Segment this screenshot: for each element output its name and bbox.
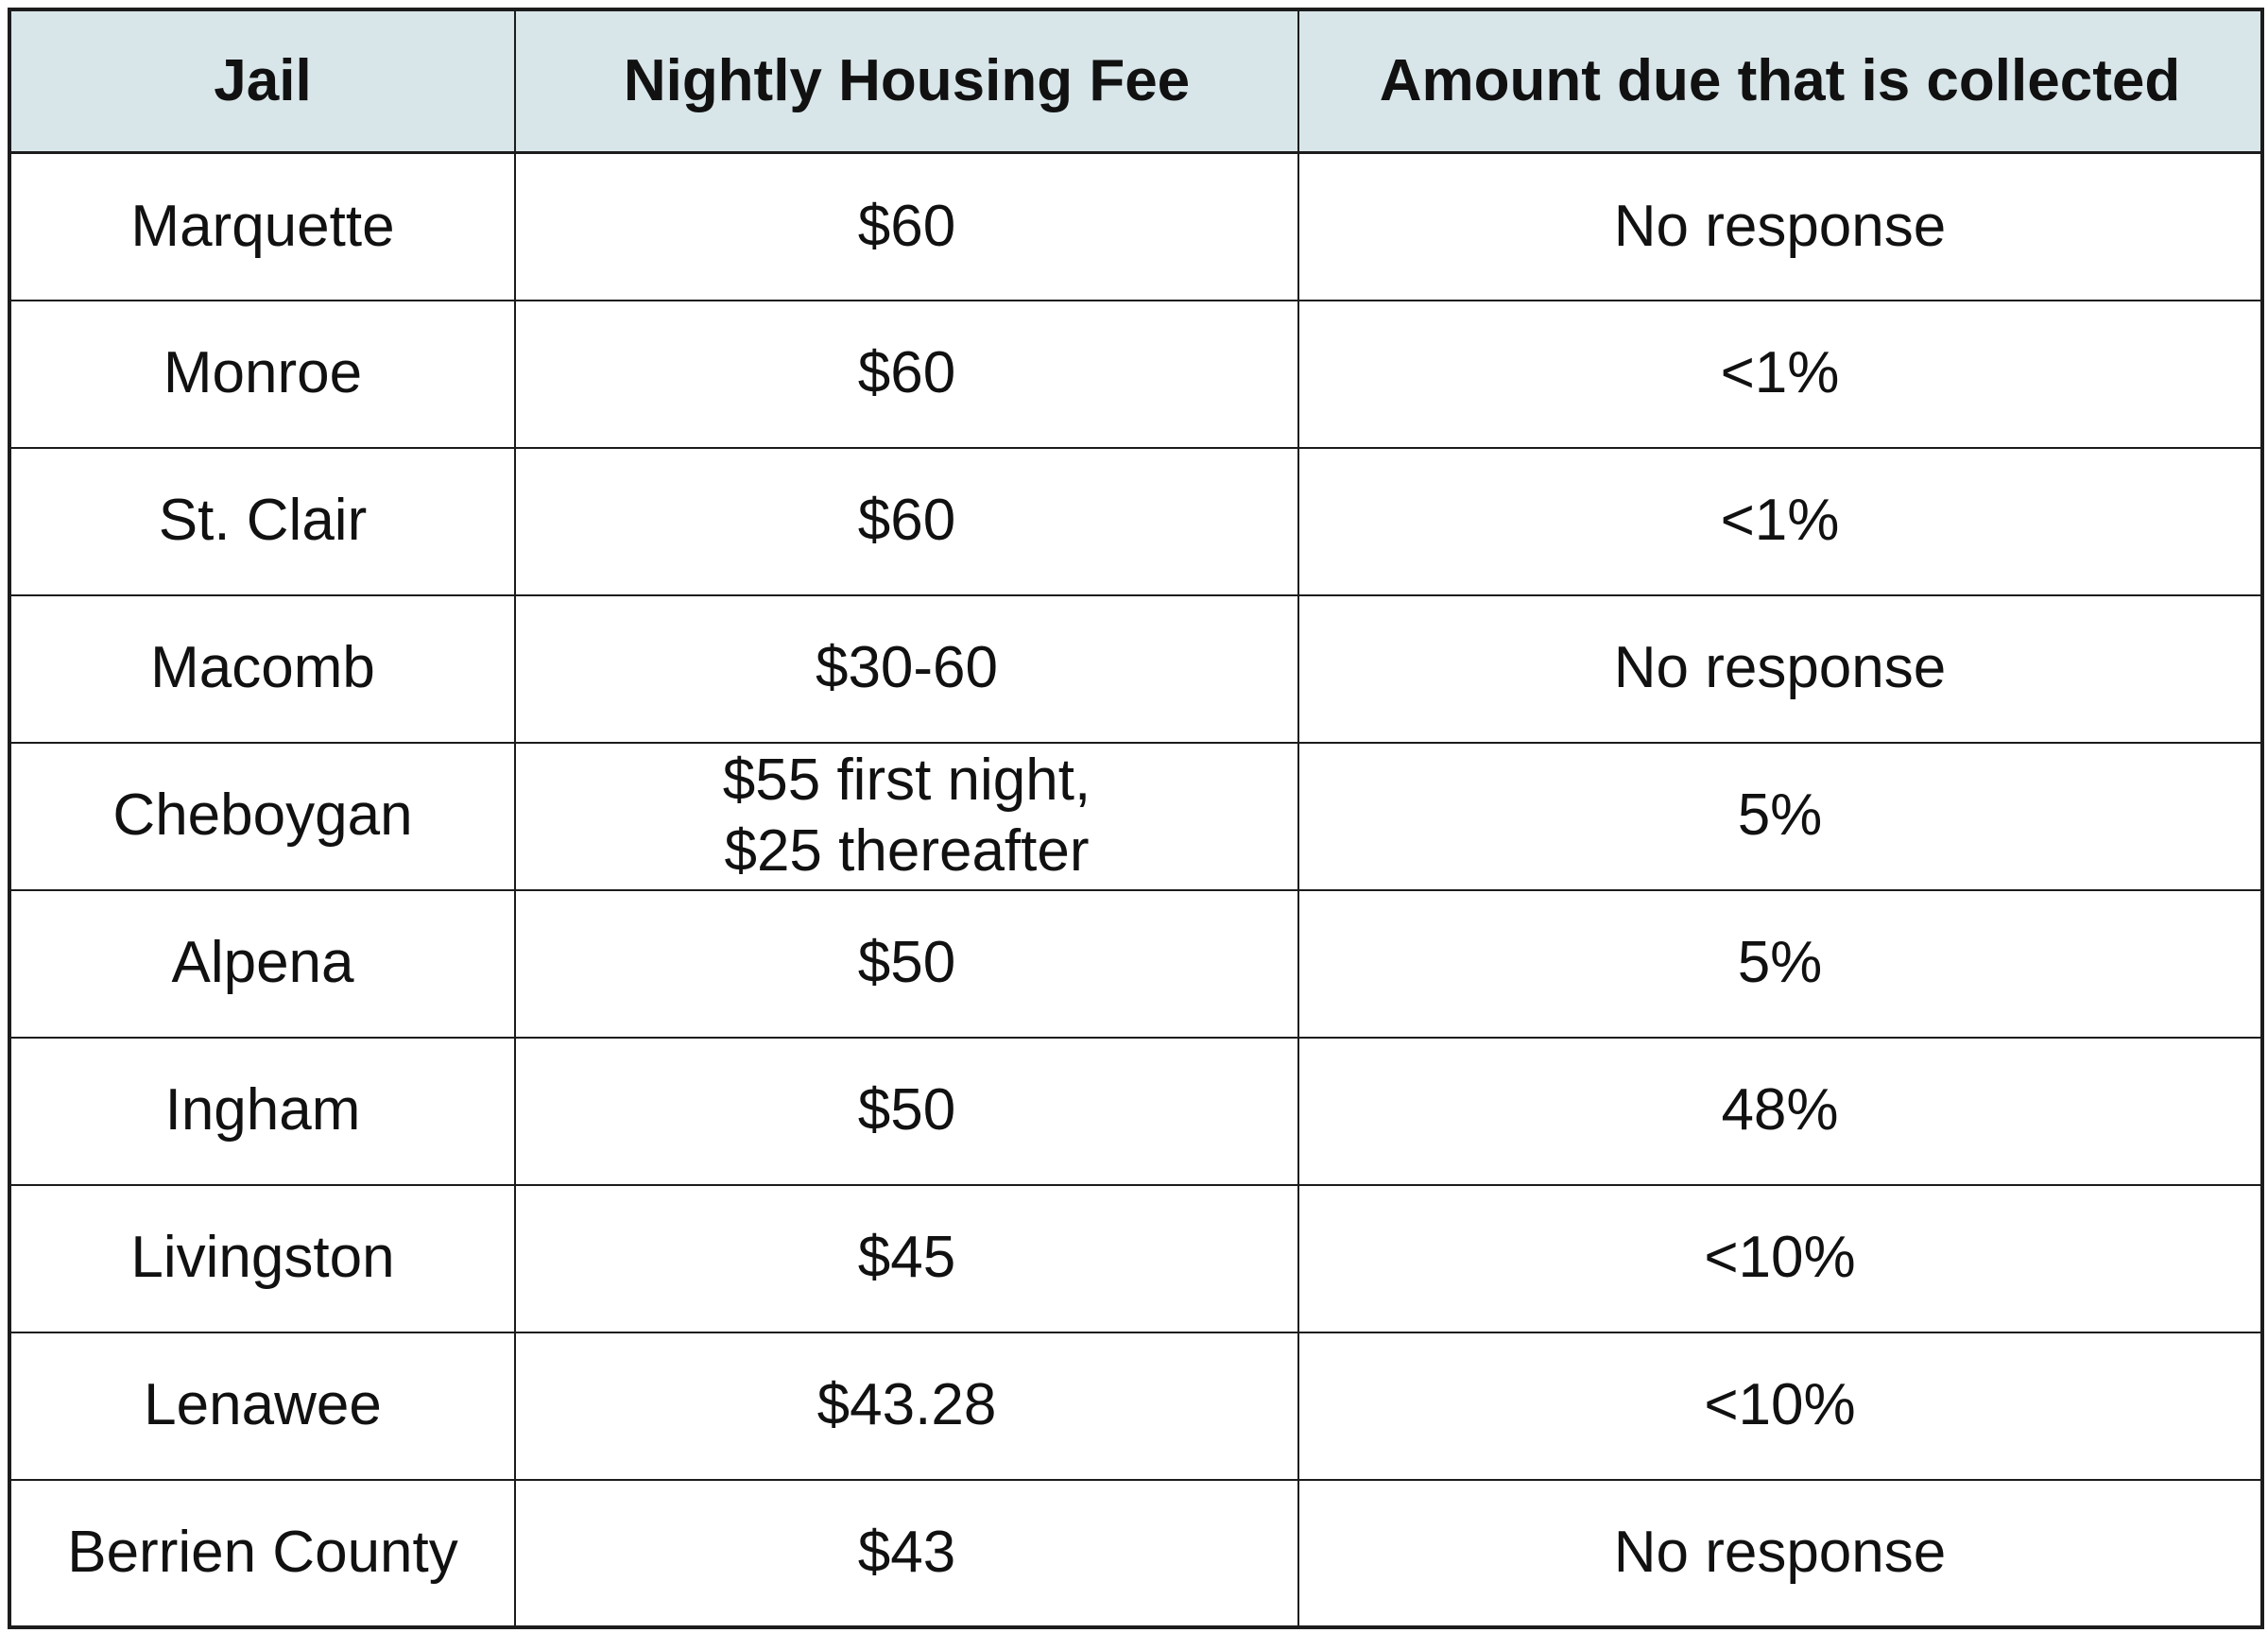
fee-cell: $55 first night, $25 thereafter — [514, 741, 1299, 891]
jail-cell: Lenawee — [9, 1331, 516, 1481]
jail-cell: Alpena — [9, 888, 516, 1039]
jail-cell: Cheboygan — [9, 741, 516, 891]
jail-cell: Monroe — [9, 299, 516, 449]
fee-cell: $60 — [514, 299, 1299, 449]
jail-cell: Marquette — [9, 151, 516, 301]
table-row: Monroe $60 <1% — [9, 299, 2263, 449]
collected-cell: 5% — [1297, 888, 2263, 1039]
jail-fees-table: Jail Nightly Housing Fee Amount due that… — [8, 8, 2264, 1629]
table-row: St. Clair $60 <1% — [9, 446, 2263, 596]
jail-cell: Ingham — [9, 1036, 516, 1186]
table-body: Marquette $60 No response Monroe $60 <1% St. C… — [9, 151, 2263, 1628]
table-row: Alpena $50 5% — [9, 888, 2263, 1039]
collected-cell: <10% — [1297, 1331, 2263, 1481]
collected-cell: 5% — [1297, 741, 2263, 891]
table-row: Ingham $50 48% — [9, 1036, 2263, 1186]
fee-cell: $45 — [514, 1183, 1299, 1333]
collected-cell: <1% — [1297, 299, 2263, 449]
collected-cell: No response — [1297, 593, 2263, 744]
fee-cell: $50 — [514, 888, 1299, 1039]
collected-cell: 48% — [1297, 1036, 2263, 1186]
fee-cell: $30-60 — [514, 593, 1299, 744]
table-row: Macomb $30-60 No response — [9, 593, 2263, 744]
table-header: Jail Nightly Housing Fee Amount due that… — [9, 9, 2263, 154]
column-header-amount-collected: Amount due that is collected — [1297, 9, 2263, 154]
collected-cell: <1% — [1297, 446, 2263, 596]
fee-cell: $60 — [514, 446, 1299, 596]
jail-cell: Livingston — [9, 1183, 516, 1333]
table-row: Livingston $45 <10% — [9, 1183, 2263, 1333]
jail-cell: Berrien County — [9, 1478, 516, 1628]
jail-cell: St. Clair — [9, 446, 516, 596]
fee-cell: $60 — [514, 151, 1299, 301]
table-row: Cheboygan $55 first night, $25 thereafter… — [9, 741, 2263, 891]
fee-cell: $50 — [514, 1036, 1299, 1186]
header-row: Jail Nightly Housing Fee Amount due that… — [9, 9, 2263, 154]
collected-cell: <10% — [1297, 1183, 2263, 1333]
column-header-nightly-housing-fee: Nightly Housing Fee — [514, 9, 1299, 154]
fee-cell: $43.28 — [514, 1331, 1299, 1481]
table-row: Marquette $60 No response — [9, 151, 2263, 301]
table-row: Berrien County $43 No response — [9, 1478, 2263, 1628]
collected-cell: No response — [1297, 151, 2263, 301]
fee-cell: $43 — [514, 1478, 1299, 1628]
column-header-jail: Jail — [9, 9, 516, 154]
jail-cell: Macomb — [9, 593, 516, 744]
collected-cell: No response — [1297, 1478, 2263, 1628]
table-row: Lenawee $43.28 <10% — [9, 1331, 2263, 1481]
